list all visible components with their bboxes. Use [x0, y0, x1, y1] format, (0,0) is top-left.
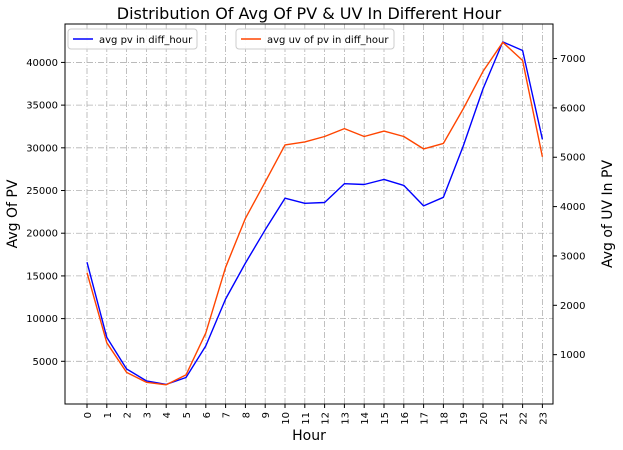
y-left-tick-label: 30000	[26, 143, 58, 154]
x-tick-label: 7	[222, 412, 233, 418]
x-tick-label: 18	[439, 412, 450, 425]
x-axis-label: Hour	[292, 428, 326, 444]
y-right-tick-label: 1000	[560, 350, 585, 361]
x-tick-label: 9	[261, 412, 272, 418]
x-tick-label: 13	[340, 412, 351, 425]
x-tick-label: 15	[380, 412, 391, 425]
series-layer	[86, 41, 544, 386]
x-tick-label: 10	[281, 412, 292, 425]
x-tick-label: 23	[538, 412, 549, 425]
x-tick-label: 14	[360, 412, 371, 425]
legend-box	[67, 28, 198, 50]
plot-frame	[64, 23, 554, 405]
y-left-tick-label: 40000	[26, 58, 58, 69]
y-left-tick-label: 15000	[26, 271, 58, 282]
x-tick-label: 4	[162, 412, 173, 418]
y-right-tick-label: 6000	[560, 103, 585, 114]
x-tick-label: 6	[202, 412, 213, 418]
chart-title: Distribution Of Avg Of PV & UV In Differ…	[117, 4, 502, 23]
legend-label: avg uv of pv in diff_hour	[267, 35, 389, 46]
legend-uv: avg uv of pv in diff_hour	[235, 28, 395, 50]
y-right-tick-label: 5000	[560, 153, 585, 164]
y-right-tick-label: 3000	[560, 251, 585, 262]
x-axis: 0 1 2 3 4 5 6 7 8 9 10 11 12 13 14 15 16 17 18 19 20 21 22 23	[83, 404, 549, 425]
legend-box	[235, 28, 395, 50]
y-right-tick-label: 2000	[560, 301, 585, 312]
x-tick-label: 21	[499, 412, 510, 425]
x-tick-label: 16	[400, 412, 411, 425]
y-axis-right-label: Avg of UV In PV	[600, 160, 616, 268]
x-tick-label: 12	[321, 412, 332, 425]
grid	[65, 24, 553, 404]
y-axis-right: 1000 2000 3000 4000 5000 6000 7000	[553, 54, 585, 361]
y-left-tick-label: 20000	[26, 229, 58, 240]
y-axis-left-label: Avg Of PV	[5, 179, 21, 248]
x-tick-label: 19	[459, 412, 470, 425]
y-axis-left: 5000 10000 15000 20000 25000 30000 35000 40000	[26, 58, 65, 368]
y-right-tick-label: 4000	[560, 202, 585, 213]
x-tick-label: 22	[519, 412, 530, 425]
x-tick-label: 0	[83, 412, 94, 418]
y-right-tick-label: 7000	[560, 54, 585, 65]
y-left-tick-label: 5000	[33, 357, 58, 368]
x-tick-label: 3	[142, 412, 153, 418]
x-tick-label: 8	[241, 412, 252, 418]
x-tick-label: 20	[479, 412, 490, 425]
legend-pv: avg pv in diff_hour	[67, 28, 198, 50]
x-tick-label: 2	[123, 412, 134, 418]
x-tick-label: 1	[103, 412, 114, 418]
x-tick-label: 11	[301, 412, 312, 425]
y-left-tick-label: 25000	[26, 186, 58, 197]
y-left-tick-label: 10000	[26, 314, 58, 325]
y-left-tick-label: 35000	[26, 101, 58, 112]
legend-label: avg pv in diff_hour	[99, 35, 193, 46]
x-tick-label: 5	[182, 412, 193, 418]
x-tick-label: 17	[420, 412, 431, 425]
series-uv-line	[86, 41, 544, 386]
